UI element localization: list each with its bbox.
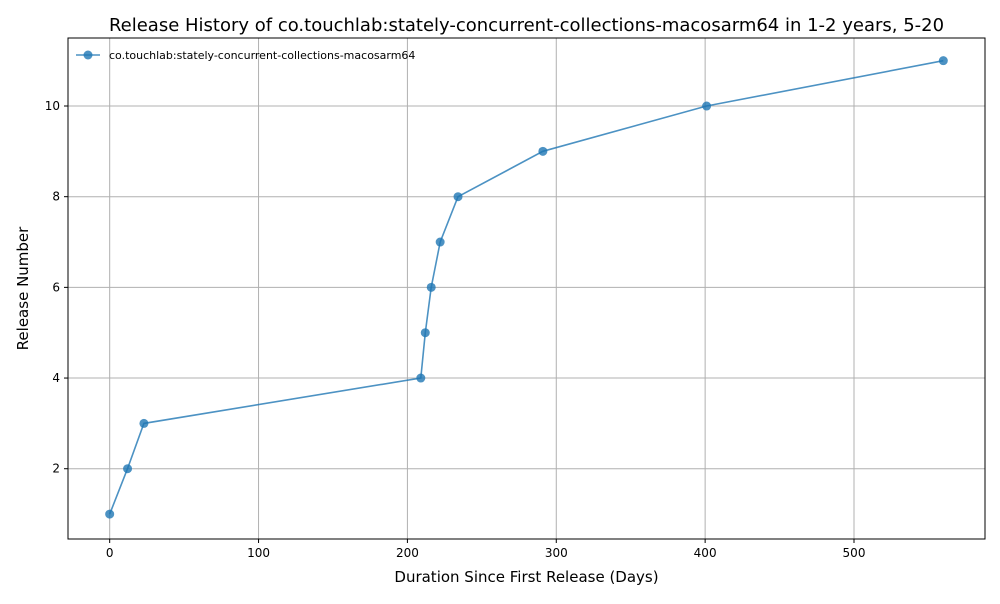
data-point bbox=[426, 282, 436, 292]
x-tick-label: 500 bbox=[843, 546, 866, 560]
data-point bbox=[420, 328, 430, 338]
data-point bbox=[938, 56, 948, 66]
series-layer bbox=[105, 56, 948, 519]
y-tick-label: 2 bbox=[52, 462, 60, 476]
data-point bbox=[538, 146, 548, 156]
x-tick-label: 400 bbox=[694, 546, 717, 560]
x-tick-label: 0 bbox=[106, 546, 114, 560]
legend-marker-swatch bbox=[83, 50, 93, 60]
data-point bbox=[702, 101, 712, 111]
y-tick-label: 8 bbox=[52, 190, 60, 204]
y-tick-label: 10 bbox=[45, 99, 60, 113]
axis-ticks: 0 100 200 300 400 500 2 4 6 8 10 bbox=[45, 99, 866, 560]
data-point bbox=[105, 509, 115, 519]
y-tick-label: 6 bbox=[52, 280, 60, 294]
data-point bbox=[435, 237, 445, 247]
x-tick-label: 200 bbox=[396, 546, 419, 560]
grid bbox=[68, 38, 985, 539]
legend-entry-label: co.touchlab:stately-concurrent-collectio… bbox=[109, 49, 415, 62]
data-point bbox=[453, 192, 463, 202]
y-tick-label: 4 bbox=[52, 371, 60, 385]
plot-frame bbox=[67, 37, 986, 540]
y-axis-label: Release Number bbox=[14, 226, 32, 350]
data-point bbox=[416, 373, 426, 383]
chart-title: Release History of co.touchlab:stately-c… bbox=[109, 15, 944, 36]
x-tick-label: 300 bbox=[545, 546, 568, 560]
data-point bbox=[123, 464, 133, 474]
data-point bbox=[139, 418, 149, 428]
x-tick-label: 100 bbox=[247, 546, 270, 560]
legend: co.touchlab:stately-concurrent-collectio… bbox=[76, 49, 415, 62]
x-axis-label: Duration Since First Release (Days) bbox=[394, 568, 658, 586]
